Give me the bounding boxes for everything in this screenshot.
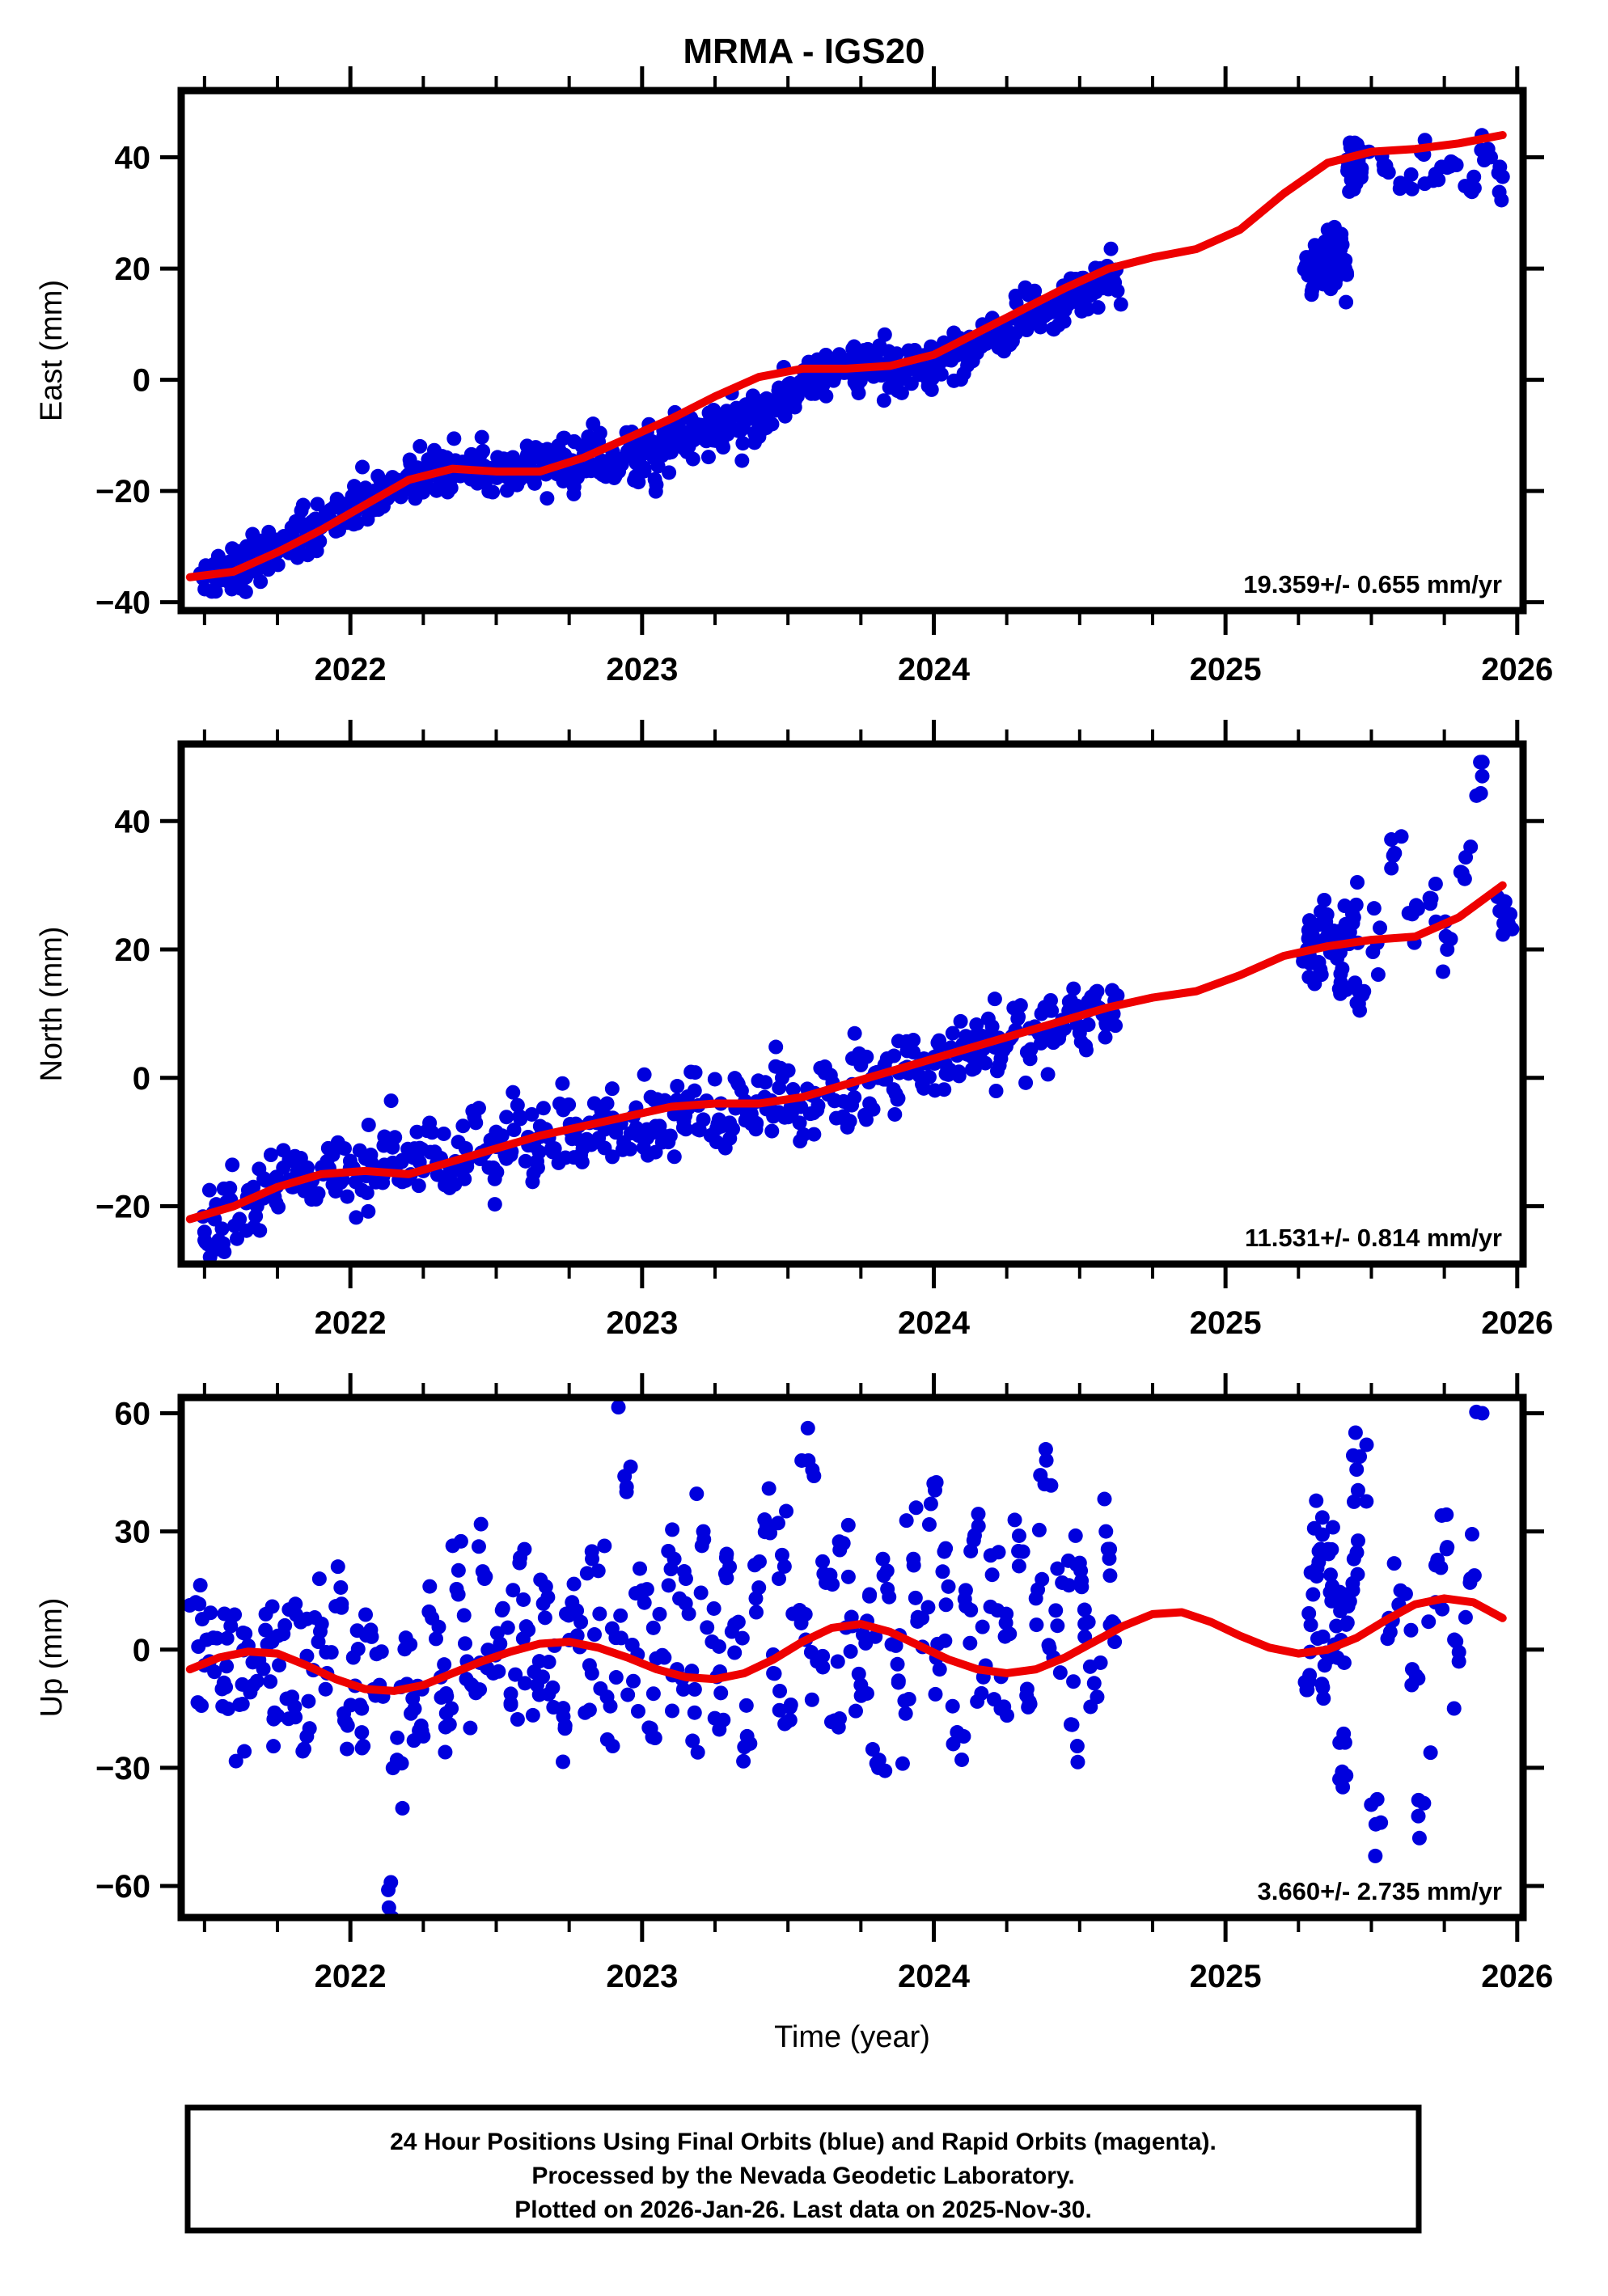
model-fit-line-east <box>185 131 1507 581</box>
x-axis-label: Time (year) <box>774 2020 930 2054</box>
x-tick-label: 2026 <box>1481 652 1553 687</box>
y-axis-label-up: Up (mm) <box>35 1598 69 1718</box>
caption-border <box>184 2104 1422 2234</box>
scatter-series-up <box>182 1397 1490 1918</box>
caption-line-2: Processed by the Nevada Geodetic Laborat… <box>531 2163 1074 2189</box>
x-tick-label: 2023 <box>606 1959 678 1994</box>
x-tick-label: 2022 <box>315 652 387 687</box>
caption-line-3: Plotted on 2026-Jan-26. Last data on 202… <box>514 2197 1092 2223</box>
data-area-north <box>185 755 1520 1264</box>
x-tick-label: 2023 <box>606 652 678 687</box>
caption-box: 24 Hour Positions Using Final Orbits (bl… <box>184 2104 1422 2234</box>
data-area-up <box>182 1397 1507 1918</box>
x-tick-label: 2022 <box>315 1305 387 1341</box>
y-tick-label-up: 60 <box>115 1396 151 1431</box>
x-tick-label: 2022 <box>315 1959 387 1994</box>
data-area-east <box>185 128 1510 599</box>
x-tick-label: 2023 <box>606 1305 678 1341</box>
rate-annotation-north: 11.531+/- 0.814 mm/yr <box>1245 1224 1502 1252</box>
x-tick-label: 2026 <box>1481 1959 1553 1994</box>
model-fit-line-up <box>185 1594 1507 1695</box>
axes-frame-up <box>177 1393 1527 1922</box>
y-tick-label-north: 20 <box>115 932 151 968</box>
y-tick-label-east: 0 <box>133 363 150 399</box>
y-tick-label-up: −60 <box>95 1869 150 1905</box>
y-tick-label-up: −30 <box>95 1751 150 1786</box>
y-tick-label-up: 0 <box>133 1633 150 1668</box>
panel-east: 40 20 0 −20 −40 2022 2023 2024 2025 2026 East (mm)… <box>35 66 1553 687</box>
y-tick-label-east: 40 <box>115 141 151 176</box>
x-tick-label: 2025 <box>1190 1959 1262 1994</box>
y-tick-label-east: 20 <box>115 252 151 287</box>
y-axis-label-east: East (mm) <box>35 280 69 421</box>
rate-annotation-east: 19.359+/- 0.655 mm/yr <box>1243 570 1502 598</box>
caption-line-1: 24 Hour Positions Using Final Orbits (bl… <box>390 2129 1217 2155</box>
x-tick-label: 2024 <box>898 1305 971 1341</box>
page-title: MRMA - IGS20 <box>683 32 925 71</box>
panel-up: 60 30 0 −30 −60 2022 2023 2024 2025 2026 Up (mm) 3.… <box>35 1373 1553 2054</box>
y-axis-label-north: North (mm) <box>35 926 69 1081</box>
y-tick-label-north: 0 <box>133 1061 150 1097</box>
y-tick-label-north: −20 <box>95 1190 150 1225</box>
x-tick-label: 2024 <box>898 1959 971 1994</box>
axes-frame-east <box>177 87 1527 615</box>
scatter-series-north <box>196 755 1520 1264</box>
y-tick-label-east: −40 <box>95 586 150 621</box>
y-tick-label-north: 40 <box>115 804 151 839</box>
panels-group: 40 20 0 −20 −40 2022 2023 2024 2025 2026 East (mm)… <box>35 66 1553 2054</box>
x-tick-label: 2025 <box>1190 652 1262 687</box>
axes-frame-north <box>177 740 1527 1268</box>
panel-north: 40 20 0 −20 2022 2023 2024 2025 2026 North (mm) 11… <box>35 720 1553 1341</box>
x-tick-label: 2026 <box>1481 1305 1553 1341</box>
rate-annotation-up: 3.660+/- 2.735 mm/yr <box>1258 1877 1502 1905</box>
x-tick-label: 2024 <box>898 652 971 687</box>
y-tick-label-east: −20 <box>95 474 150 510</box>
model-fit-line-north <box>185 881 1507 1224</box>
y-tick-label-up: 30 <box>115 1515 151 1550</box>
x-tick-label: 2025 <box>1190 1305 1262 1341</box>
